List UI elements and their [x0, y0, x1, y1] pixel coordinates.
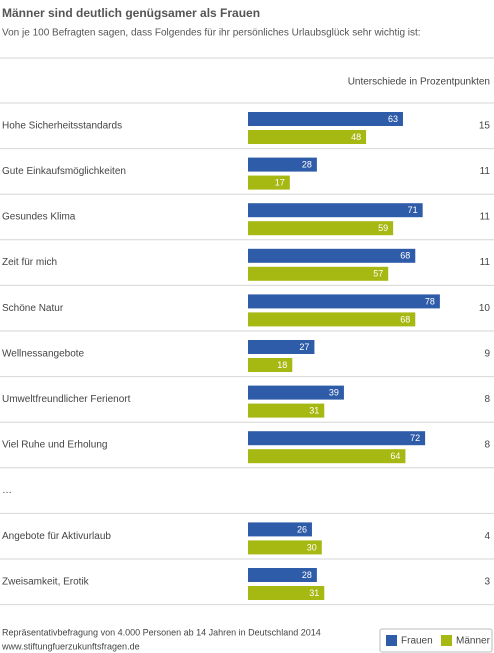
bar: [248, 403, 325, 418]
bar-value-label: 26: [297, 524, 307, 534]
bar-value-label: 17: [275, 177, 285, 187]
bar: [248, 203, 423, 218]
legend-label: Männer: [456, 636, 491, 647]
legend-swatch: [441, 635, 452, 646]
bar: [248, 586, 325, 600]
bar: [248, 340, 315, 354]
bar: [248, 294, 440, 309]
bar: [248, 312, 416, 327]
difference-value: 10: [479, 303, 491, 314]
category-label: Zweisamkeit, Erotik: [2, 576, 90, 587]
bar-value-label: 64: [390, 451, 400, 461]
bar-value-label: 71: [408, 205, 418, 215]
bar-value-label: 18: [277, 360, 287, 370]
difference-header: Unterschiede in Prozentpunkten: [348, 77, 490, 88]
bar-value-label: 31: [309, 405, 319, 415]
bar-value-label: 68: [400, 314, 410, 324]
category-label: Viel Ruhe und Erholung: [2, 440, 107, 451]
category-label: Hohe Sicherheitsstandards: [2, 120, 122, 131]
category-label: Gesundes Klima: [2, 212, 76, 223]
bar: [248, 522, 312, 537]
bar: [248, 431, 426, 446]
legend-box: [379, 628, 493, 653]
category-label: Schöne Natur: [2, 303, 64, 314]
bar: [248, 248, 416, 263]
difference-value: 11: [480, 212, 491, 223]
category-label: Angebote für Aktivurlaub: [2, 531, 111, 542]
bar: [248, 540, 322, 555]
category-label: …: [2, 485, 12, 496]
category-label: Umweltfreundlicher Ferienort: [2, 394, 131, 405]
difference-value: 15: [479, 120, 491, 131]
bar-value-label: 57: [373, 269, 383, 279]
category-label: Gute Einkaufsmöglichkeiten: [2, 166, 126, 177]
bar: [248, 449, 406, 464]
bar-value-label: 28: [302, 159, 312, 169]
difference-value: 4: [484, 531, 490, 542]
chart-subtitle: Von je 100 Befragten sagen, dass Folgend…: [2, 28, 421, 39]
difference-value: 8: [484, 440, 490, 451]
bar: [248, 175, 290, 190]
bar: [248, 130, 367, 144]
bar-value-label: 30: [307, 542, 317, 552]
bar-value-label: 72: [410, 433, 420, 443]
bar-value-label: 31: [309, 588, 319, 598]
bar: [248, 385, 344, 400]
bar-value-label: 68: [400, 251, 410, 261]
chart-title: Männer sind deutlich genügsamer als Frau…: [2, 6, 260, 20]
bar-value-label: 78: [425, 296, 435, 306]
bar-value-label: 28: [302, 570, 312, 580]
bar: [248, 157, 317, 172]
source: www.stiftungfuerzukunftsfragen.de: [1, 641, 140, 651]
bar: [248, 266, 389, 281]
difference-value: 11: [480, 166, 491, 177]
difference-value: 9: [484, 348, 490, 359]
difference-value: 11: [480, 257, 491, 268]
bar: [248, 112, 403, 126]
bar-value-label: 27: [299, 342, 309, 352]
legend-swatch: [386, 635, 397, 646]
category-label: Wellnessangebote: [2, 348, 85, 359]
difference-value: 3: [484, 576, 490, 587]
bar-value-label: 48: [351, 132, 361, 142]
difference-value: 8: [484, 394, 490, 405]
bar: [248, 358, 293, 372]
bar: [248, 221, 394, 236]
source: Repräsentativbefragung von 4.000 Persone…: [2, 627, 321, 637]
bar: [248, 568, 317, 582]
bar-value-label: 63: [388, 114, 398, 124]
legend-label: Frauen: [401, 636, 433, 647]
bar-value-label: 59: [378, 223, 388, 233]
bar-value-label: 39: [329, 387, 339, 397]
category-label: Zeit für mich: [2, 257, 57, 268]
